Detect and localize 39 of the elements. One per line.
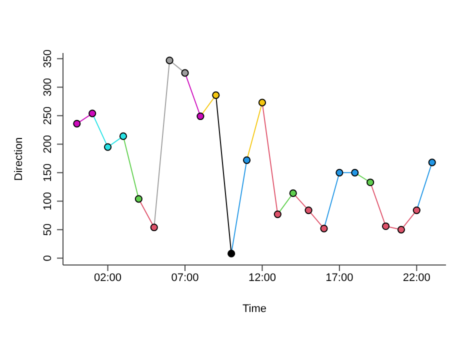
- y-tick-label: 50: [42, 224, 54, 236]
- point: [181, 69, 189, 77]
- point: [119, 132, 128, 140]
- point: [289, 189, 297, 197]
- x-axis-title: Time: [242, 303, 267, 315]
- point: [134, 195, 142, 203]
- point: [212, 91, 220, 99]
- point: [382, 222, 390, 230]
- point: [304, 206, 312, 214]
- x-tick-label: 02:00: [94, 272, 122, 284]
- x-tick-label: 12:00: [248, 272, 276, 284]
- point: [428, 158, 436, 166]
- x-tick-label: 07:00: [171, 272, 199, 284]
- point: [150, 224, 158, 232]
- point: [242, 156, 251, 164]
- point: [397, 226, 406, 234]
- point: [274, 210, 282, 218]
- point: [412, 206, 420, 214]
- y-tick-label: 0: [42, 255, 54, 262]
- y-tick-label: 250: [42, 106, 54, 125]
- point: [88, 110, 96, 118]
- x-tick-label: 22:00: [402, 272, 430, 284]
- y-tick-label: 300: [42, 78, 54, 96]
- point: [228, 250, 236, 258]
- point: [166, 56, 174, 64]
- point: [366, 178, 374, 186]
- x-tick-label: 17:00: [326, 272, 354, 284]
- point: [320, 224, 328, 232]
- y-tick-label: 200: [42, 135, 54, 154]
- point: [336, 168, 344, 176]
- point: [351, 168, 359, 176]
- point: [258, 98, 266, 106]
- y-tick-label: 150: [42, 164, 54, 182]
- y-axis-title: Direction: [12, 137, 25, 181]
- point: [73, 120, 81, 128]
- y-tick-label: 100: [42, 192, 54, 210]
- point: [196, 112, 204, 120]
- y-tick-label: 350: [42, 50, 54, 68]
- point: [104, 143, 112, 151]
